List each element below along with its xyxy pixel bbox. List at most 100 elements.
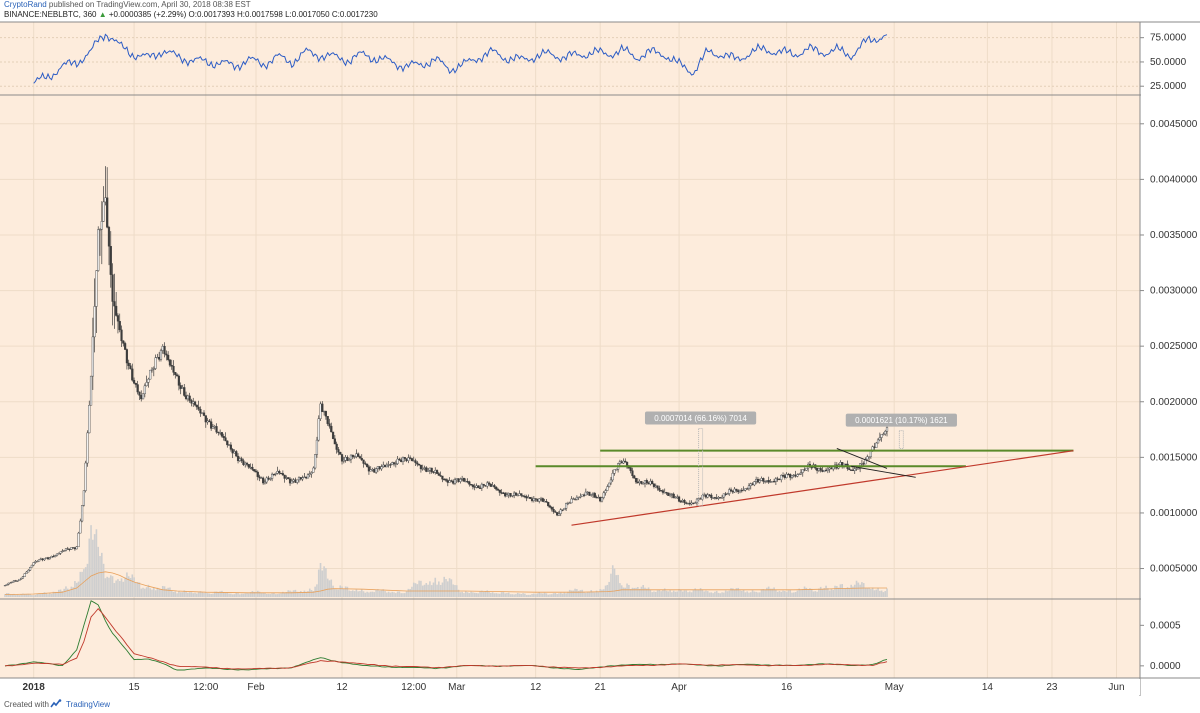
support-trendline[interactable]	[571, 450, 1074, 526]
candle-body	[581, 494, 584, 497]
volume-bar	[237, 593, 239, 597]
chart-canvas[interactable]: 0.0007014 (66.16%) 7014 0.0001621 (10.17%…	[0, 0, 1200, 696]
candle-body	[884, 431, 887, 435]
volume-bar	[251, 591, 254, 597]
volume-bar	[762, 589, 765, 597]
measure-label-box	[845, 413, 957, 427]
volume-bar	[351, 590, 354, 597]
volume-bar	[522, 593, 524, 597]
volume-bar	[760, 589, 763, 597]
volume-bar	[701, 589, 704, 597]
candle-body	[150, 368, 154, 371]
candle-body	[824, 469, 828, 472]
candle-body	[14, 580, 17, 582]
volume-bar	[244, 593, 247, 597]
candle-body	[385, 464, 388, 468]
candle-body	[790, 475, 794, 478]
candle-body	[495, 486, 498, 490]
volume-bar	[405, 591, 408, 597]
volume-bar	[84, 567, 87, 597]
volume-bar	[310, 590, 313, 597]
volume-bar	[644, 587, 646, 597]
candle-body	[457, 478, 460, 482]
volume-bar	[871, 587, 874, 597]
candle-body	[242, 460, 245, 465]
volume-bar	[647, 587, 650, 597]
candle-body	[423, 467, 426, 469]
volume-bar	[248, 593, 250, 597]
volume-bar	[567, 591, 569, 597]
candle-body	[871, 446, 874, 451]
volume-bar	[690, 592, 693, 597]
candle-body	[93, 306, 96, 338]
candle-body	[100, 221, 103, 230]
volume-bar	[628, 584, 630, 597]
candle-body	[174, 372, 177, 376]
close-value: 0.0017230	[339, 10, 378, 19]
measure-range[interactable]	[698, 427, 704, 507]
rsi-axis-tick-label: 50.0000	[1150, 57, 1187, 68]
volume-bar	[135, 582, 137, 597]
volume-bar	[773, 587, 775, 597]
volume-bar	[224, 592, 227, 597]
volume-bar	[837, 587, 840, 597]
volume-bar	[617, 574, 619, 597]
candle-body	[706, 494, 709, 498]
volume-bar	[561, 593, 564, 597]
volume-bar	[857, 582, 860, 597]
candle-body	[737, 490, 740, 493]
candle-body	[452, 480, 455, 484]
candle-body	[475, 485, 478, 488]
volume-bar	[420, 580, 422, 597]
candle-body	[686, 502, 690, 505]
volume-bar	[694, 588, 696, 597]
candle-body	[168, 359, 172, 366]
volume-bar	[52, 591, 55, 597]
candle-body	[398, 458, 401, 461]
volume-bar	[870, 589, 872, 597]
volume-bar	[737, 587, 740, 597]
drawings[interactable]: 0.0007014 (66.16%) 7014 0.0001621 (10.17%…	[535, 411, 1074, 526]
volume-bar	[463, 593, 465, 597]
candle-body	[586, 491, 589, 494]
candle-body	[238, 458, 241, 462]
time-scale[interactable]	[0, 679, 1140, 695]
volume-bar	[554, 592, 557, 597]
price-scale[interactable]	[1141, 23, 1200, 677]
candle-body	[41, 558, 44, 561]
candle-body	[681, 500, 684, 502]
volume-bar	[742, 590, 745, 597]
volume-bar	[99, 556, 101, 597]
candle-body	[360, 458, 363, 461]
candle-body	[561, 509, 564, 511]
volume-bar	[475, 593, 478, 597]
candle-body	[337, 449, 340, 453]
volume-bar	[278, 593, 281, 597]
author-link[interactable]: CryptoRand	[4, 0, 47, 9]
volume-bar	[785, 592, 788, 597]
volume-bar	[178, 591, 180, 597]
volume-bar	[274, 594, 277, 597]
candle-body	[713, 497, 717, 499]
time-axis-label: Mar	[448, 682, 466, 693]
volume-bar	[880, 590, 883, 597]
measure-range[interactable]	[898, 430, 904, 449]
candle-body	[729, 489, 733, 492]
candle-body	[392, 462, 396, 465]
breakout-line[interactable]	[851, 465, 916, 478]
rsi-panel[interactable]	[33, 33, 888, 84]
volume-bar	[733, 589, 736, 597]
macd-panel[interactable]	[4, 600, 888, 671]
candle-body	[376, 466, 379, 469]
candle-body	[9, 582, 12, 584]
volume-bar	[165, 588, 168, 597]
rsi-line[interactable]	[33, 33, 888, 84]
breakout-line[interactable]	[836, 448, 888, 469]
candle-body	[613, 469, 616, 474]
tradingview-brand[interactable]: TradingView	[66, 700, 111, 709]
candle-body	[819, 468, 822, 471]
candle-body	[290, 480, 293, 484]
volume-bar	[4, 594, 6, 597]
signal-line[interactable]	[4, 608, 888, 670]
volume-bar	[676, 591, 679, 597]
